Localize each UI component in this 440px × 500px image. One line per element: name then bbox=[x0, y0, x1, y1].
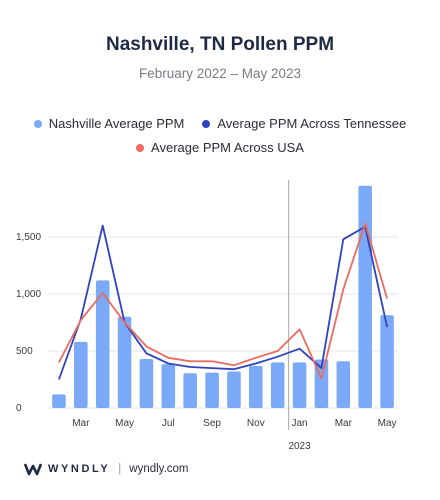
y-tick-label: 0 bbox=[16, 403, 22, 414]
footer-brand: WYNDLY bbox=[48, 463, 111, 475]
legend-marker-tennessee bbox=[202, 119, 211, 128]
x-tick-label: Jul bbox=[162, 418, 175, 429]
y-tick-label: 500 bbox=[16, 346, 33, 357]
wyndly-logo-icon bbox=[24, 463, 42, 476]
bar bbox=[205, 372, 219, 408]
bar bbox=[52, 394, 66, 408]
y-tick-label: 1,000 bbox=[16, 289, 41, 300]
tennessee-line bbox=[58, 224, 388, 380]
bar bbox=[270, 362, 285, 408]
year-label: 2023 bbox=[288, 441, 311, 452]
bar bbox=[249, 365, 263, 408]
footer-separator: | bbox=[118, 463, 122, 475]
legend-label-tennessee: Average PPM Across Tennessee bbox=[217, 116, 407, 131]
x-tick-label: May bbox=[378, 418, 397, 429]
chart-plot: 0 500 1,000 1,500 Mar May Jul Sep Nov Jan Mar May 20… bbox=[16, 180, 398, 452]
bar bbox=[358, 185, 372, 408]
legend-label-nashville: Nashville Average PPM bbox=[48, 116, 185, 131]
y-tick-label: 1,500 bbox=[16, 232, 41, 243]
x-tick-label: May bbox=[115, 418, 134, 429]
bar bbox=[227, 371, 241, 408]
legend-item-usa[interactable]: Average PPM Across USA bbox=[136, 140, 304, 155]
legend-row-2: Average PPM Across USA bbox=[0, 140, 440, 155]
x-tick-label: Sep bbox=[203, 418, 221, 429]
usa-line bbox=[58, 222, 388, 380]
footer-url[interactable]: wyndly.com bbox=[129, 463, 189, 475]
legend-item-tennessee[interactable]: Average PPM Across Tennessee bbox=[202, 116, 406, 131]
x-tick-label: Mar bbox=[72, 418, 90, 429]
bar bbox=[292, 362, 307, 408]
legend-marker-nashville bbox=[33, 119, 42, 128]
x-tick-label: Jan bbox=[292, 418, 308, 429]
bar bbox=[95, 280, 110, 408]
bar bbox=[74, 341, 88, 408]
bar bbox=[117, 316, 132, 408]
chart-title: Nashville, TN Pollen PPM bbox=[105, 34, 335, 55]
chart-subtitle: February 2022 – May 2023 bbox=[138, 66, 302, 81]
footer: WYNDLY | wyndly.com bbox=[24, 462, 188, 476]
x-tick-label: Mar bbox=[335, 418, 353, 429]
x-tick-label: Nov bbox=[247, 418, 265, 429]
bar bbox=[380, 315, 394, 408]
bar bbox=[161, 364, 176, 408]
legend-label-usa: Average PPM Across USA bbox=[151, 140, 304, 155]
legend: Nashville Average PPM Average PPM Across… bbox=[0, 116, 440, 131]
bar bbox=[139, 358, 154, 408]
legend-marker-usa bbox=[136, 143, 145, 152]
bar bbox=[183, 373, 197, 408]
bar bbox=[336, 361, 351, 408]
legend-item-nashville[interactable]: Nashville Average PPM bbox=[33, 116, 185, 131]
